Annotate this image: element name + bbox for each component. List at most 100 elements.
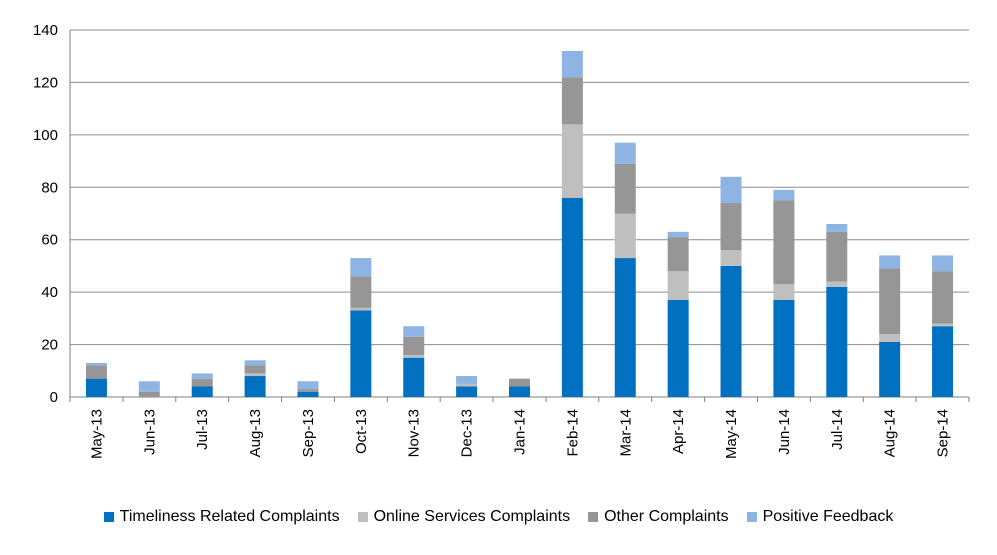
x-tick-label: Aug-14 xyxy=(882,409,899,457)
bar-segment-positive-feedback xyxy=(350,258,372,277)
y-tick-label: 20 xyxy=(41,337,58,354)
legend-item: Timeliness Related Complaints xyxy=(103,508,340,526)
bar-segment-other-complaints xyxy=(297,389,319,392)
bar-segment-positive-feedback xyxy=(191,373,213,379)
bar-segment-positive-feedback xyxy=(826,223,848,232)
x-tick-label: Dec-13 xyxy=(459,409,476,457)
legend-label: Online Services Complaints xyxy=(373,508,571,525)
x-tick-label: Jun-13 xyxy=(141,409,158,455)
legend-item: Online Services Complaints xyxy=(357,508,571,526)
x-tick-label: May-13 xyxy=(88,409,105,459)
bar-segment-timeliness-related-complaints xyxy=(561,197,583,397)
bar-segment-timeliness-related-complaints xyxy=(85,378,107,397)
bar-segment-positive-feedback xyxy=(561,50,583,78)
bar-segment-timeliness-related-complaints xyxy=(879,341,901,397)
bar-segment-positive-feedback xyxy=(932,255,954,272)
x-tick-label: Jan-14 xyxy=(512,409,529,455)
bar-segment-other-complaints xyxy=(561,77,583,125)
y-tick-label: 60 xyxy=(41,232,58,249)
bar-segment-other-complaints xyxy=(191,378,213,387)
bar-segment-timeliness-related-complaints xyxy=(614,258,636,397)
legend-swatch xyxy=(357,512,368,522)
legend-swatch xyxy=(588,512,599,522)
bar-segment-other-complaints xyxy=(879,268,901,335)
bar-segment-online-services-complaints xyxy=(667,271,689,301)
bar-segment-positive-feedback xyxy=(297,381,319,390)
legend-item: Positive Feedback xyxy=(746,508,894,526)
bar-segment-positive-feedback xyxy=(720,176,742,204)
bar-segment-positive-feedback xyxy=(138,381,160,392)
bar-segment-positive-feedback xyxy=(85,362,107,366)
y-tick-label: 0 xyxy=(50,389,58,406)
bar-segment-positive-feedback xyxy=(614,142,636,164)
legend-item: Other Complaints xyxy=(588,508,729,526)
stacked-bar-chart: 0 20 40 60 80 100 120 140 May-13 Jun-13 Jul-13 Aug-… xyxy=(33,22,970,459)
x-tick-label: Nov-13 xyxy=(406,409,423,457)
legend-label: Other Complaints xyxy=(604,508,729,525)
bar-segment-timeliness-related-complaints xyxy=(932,326,954,397)
x-tick-label: Sep-13 xyxy=(300,409,317,457)
x-tick-label: Jul-14 xyxy=(829,409,846,450)
bar-segment-timeliness-related-complaints xyxy=(244,376,266,397)
bar-segment-online-services-complaints xyxy=(773,284,795,301)
y-tick-label: 80 xyxy=(41,179,58,196)
bar-segment-timeliness-related-complaints xyxy=(826,286,848,397)
legend-label: Positive Feedback xyxy=(762,508,894,525)
bar-segment-positive-feedback xyxy=(879,255,901,269)
bar-segment-other-complaints xyxy=(350,276,372,308)
x-tick-label: Sep-14 xyxy=(935,409,952,457)
y-tick-label: 100 xyxy=(33,127,58,144)
bar-segment-timeliness-related-complaints xyxy=(667,300,689,397)
bar-segment-other-complaints xyxy=(932,271,954,324)
bar-segment-timeliness-related-complaints xyxy=(773,300,795,397)
bar-segment-other-complaints xyxy=(720,203,742,251)
x-tick-label: Mar-14 xyxy=(617,409,634,457)
x-tick-label: Aug-13 xyxy=(247,409,264,457)
bar-segment-online-services-complaints xyxy=(456,383,478,387)
bar-segment-timeliness-related-complaints xyxy=(191,386,213,397)
x-tick-label: Apr-14 xyxy=(670,409,687,454)
bar-segment-other-complaints xyxy=(826,231,848,282)
legend: Timeliness Related Complaints Online Serv… xyxy=(0,508,997,526)
bar-segment-positive-feedback xyxy=(456,376,478,384)
legend-swatch xyxy=(103,512,114,522)
bar-segment-positive-feedback xyxy=(403,326,425,337)
bar-segment-online-services-complaints xyxy=(403,355,425,358)
bar-segment-other-complaints xyxy=(138,391,160,397)
legend-swatch xyxy=(746,512,757,522)
bar-segment-timeliness-related-complaints xyxy=(720,265,742,397)
x-tick-label: Feb-14 xyxy=(564,409,581,457)
bar-segment-online-services-complaints xyxy=(561,124,583,198)
x-tick-label: Oct-13 xyxy=(353,409,370,454)
bar-segment-other-complaints xyxy=(403,336,425,356)
bar-segment-other-complaints xyxy=(614,163,636,214)
bar-segment-other-complaints xyxy=(773,200,795,285)
bar-segment-online-services-complaints xyxy=(720,250,742,266)
bar-segment-timeliness-related-complaints xyxy=(509,386,530,397)
x-tick-label: Jul-13 xyxy=(194,409,211,450)
bar-segment-timeliness-related-complaints xyxy=(350,310,372,397)
bar-segment-online-services-complaints xyxy=(932,323,954,327)
bar-segment-other-complaints xyxy=(85,365,107,379)
bar-segment-positive-feedback xyxy=(667,231,689,238)
bar-segment-timeliness-related-complaints xyxy=(403,357,425,397)
bar-segment-online-services-complaints xyxy=(614,213,636,259)
bar-segment-online-services-complaints xyxy=(244,373,266,377)
y-tick-label: 140 xyxy=(33,22,58,39)
legend-label: Timeliness Related Complaints xyxy=(119,508,340,525)
bar-segment-online-services-complaints xyxy=(350,307,372,311)
x-tick-label: May-14 xyxy=(723,409,740,459)
bar-segment-timeliness-related-complaints xyxy=(456,386,478,397)
bar-segment-online-services-complaints xyxy=(879,334,901,342)
bar-segment-other-complaints xyxy=(509,378,530,387)
bar-segment-positive-feedback xyxy=(773,189,795,201)
bar-segment-other-complaints xyxy=(667,237,689,272)
bar-segment-positive-feedback xyxy=(244,360,266,366)
bar-segment-other-complaints xyxy=(244,365,266,374)
x-tick-label: Jun-14 xyxy=(776,409,793,455)
y-tick-label: 120 xyxy=(33,74,58,91)
bar-segment-timeliness-related-complaints xyxy=(297,391,319,397)
y-tick-label: 40 xyxy=(41,284,58,301)
bar-segment-online-services-complaints xyxy=(826,281,848,287)
